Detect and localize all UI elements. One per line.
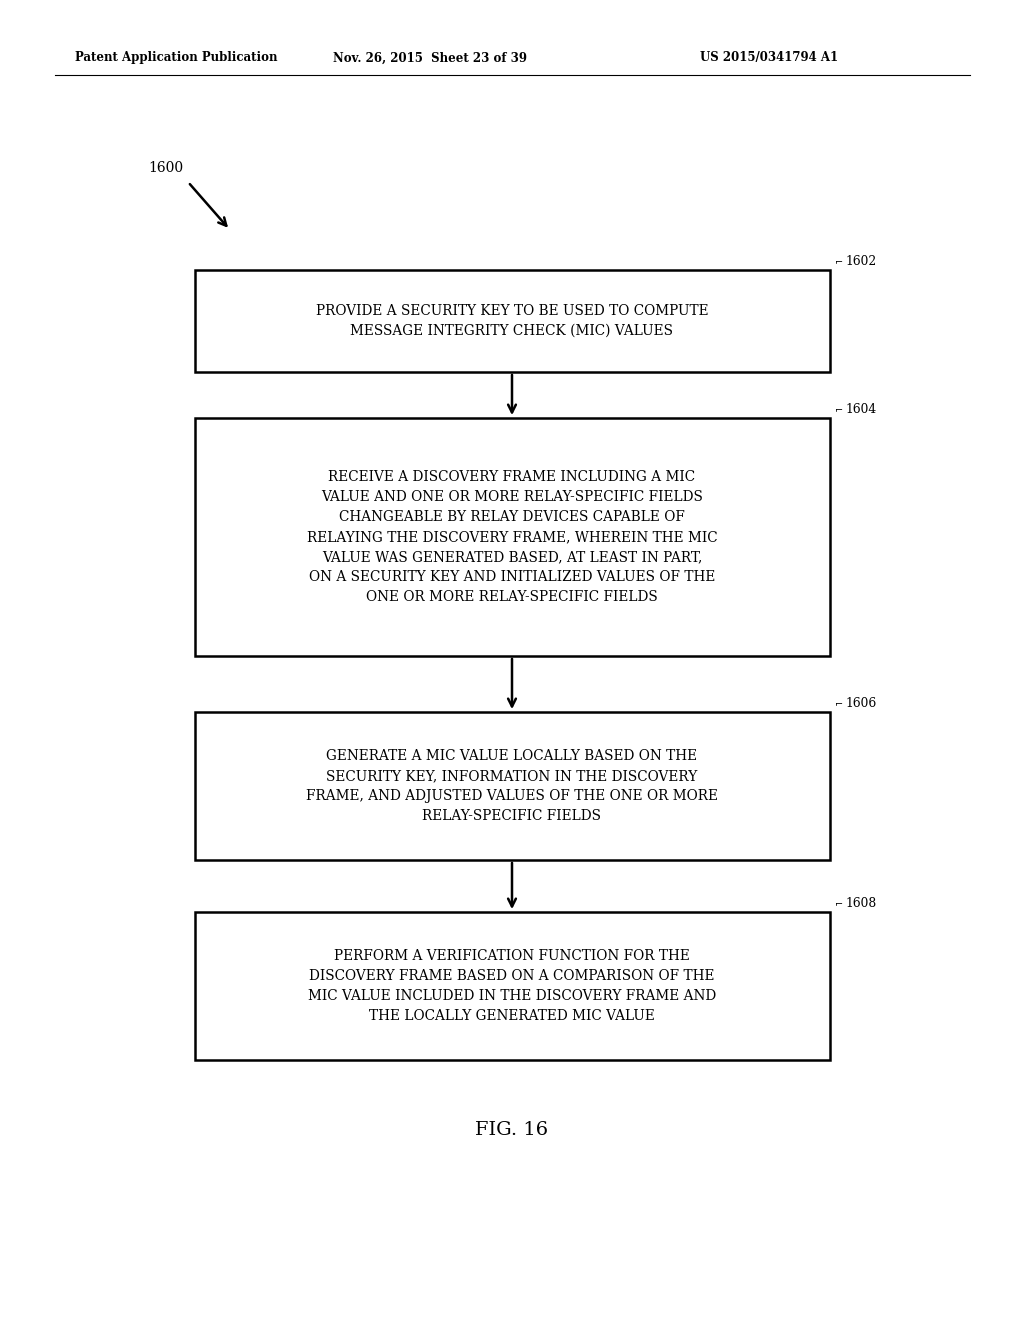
Text: FIG. 16: FIG. 16 (475, 1121, 549, 1139)
Text: 1606: 1606 (846, 697, 877, 710)
Text: US 2015/0341794 A1: US 2015/0341794 A1 (700, 51, 838, 65)
Text: 1602: 1602 (846, 255, 877, 268)
Text: RECEIVE A DISCOVERY FRAME INCLUDING A MIC
VALUE AND ONE OR MORE RELAY-SPECIFIC F: RECEIVE A DISCOVERY FRAME INCLUDING A MI… (306, 470, 718, 605)
Text: PROVIDE A SECURITY KEY TO BE USED TO COMPUTE
MESSAGE INTEGRITY CHECK (MIC) VALUE: PROVIDE A SECURITY KEY TO BE USED TO COM… (315, 304, 709, 338)
Bar (195, 711, 829, 861)
Text: Nov. 26, 2015  Sheet 23 of 39: Nov. 26, 2015 Sheet 23 of 39 (333, 51, 527, 65)
Text: GENERATE A MIC VALUE LOCALLY BASED ON THE
SECURITY KEY, INFORMATION IN THE DISCO: GENERATE A MIC VALUE LOCALLY BASED ON TH… (306, 748, 718, 824)
Bar (195, 912, 829, 1060)
Text: 1600: 1600 (148, 161, 183, 176)
Text: Patent Application Publication: Patent Application Publication (75, 51, 278, 65)
Text: ⌐: ⌐ (836, 898, 844, 908)
Bar (195, 271, 829, 372)
Text: ⌐: ⌐ (836, 256, 844, 267)
Text: ⌐: ⌐ (836, 698, 844, 708)
Text: 1604: 1604 (846, 403, 877, 416)
Text: ⌐: ⌐ (836, 404, 844, 414)
Text: 1608: 1608 (846, 898, 877, 909)
Text: PERFORM A VERIFICATION FUNCTION FOR THE
DISCOVERY FRAME BASED ON A COMPARISON OF: PERFORM A VERIFICATION FUNCTION FOR THE … (308, 949, 716, 1023)
Bar (195, 418, 829, 656)
